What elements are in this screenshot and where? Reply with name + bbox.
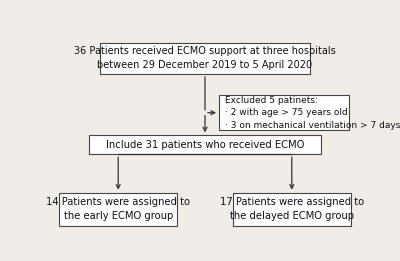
FancyBboxPatch shape <box>59 193 177 226</box>
Text: 14 Patients were assigned to
the early ECMO group: 14 Patients were assigned to the early E… <box>46 197 190 221</box>
Text: Excluded 5 patinets:
· 2 with age > 75 years old
· 3 on mechanical ventilation >: Excluded 5 patinets: · 2 with age > 75 y… <box>225 96 400 130</box>
FancyBboxPatch shape <box>100 43 310 74</box>
FancyBboxPatch shape <box>219 95 349 130</box>
FancyBboxPatch shape <box>89 135 321 155</box>
Text: 36 Patients received ECMO support at three hospitals
between 29 December 2019 to: 36 Patients received ECMO support at thr… <box>74 46 336 70</box>
FancyBboxPatch shape <box>233 193 351 226</box>
Text: 17 Patients were assigned to
the delayed ECMO group: 17 Patients were assigned to the delayed… <box>220 197 364 221</box>
Text: Include 31 patients who received ECMO: Include 31 patients who received ECMO <box>106 140 304 150</box>
